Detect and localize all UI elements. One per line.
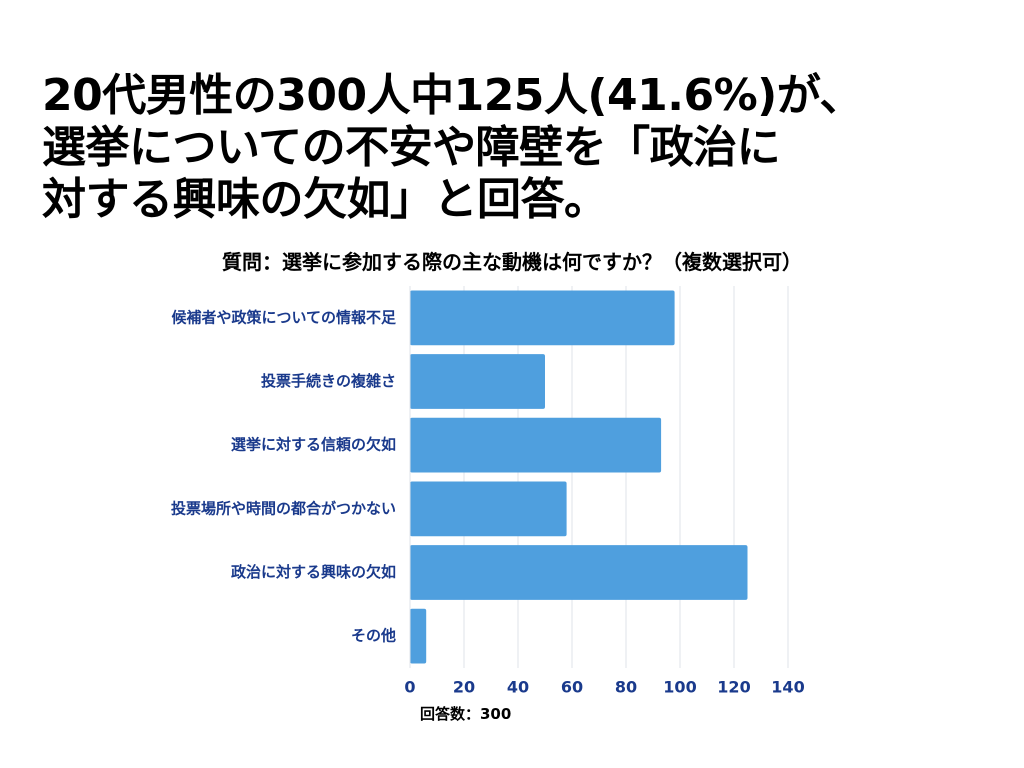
category-label-2: 選挙に対する信頼の欠如 [231, 436, 396, 454]
bar-3 [410, 481, 567, 537]
category-label-0: 候補者や政策についての情報不足 [171, 308, 397, 326]
x-tick-label-140: 140 [771, 678, 804, 697]
headline: 20代男性の300人中125人(41.6%)が、 選挙についての不安や障壁を「政… [42, 70, 1002, 226]
x-tick-label-20: 20 [453, 678, 475, 697]
category-label-1: 投票手続きの複雑さ [261, 372, 396, 390]
headline-line-1: 20代男性の300人中125人(41.6%)が、 [42, 70, 863, 121]
bar-0 [410, 290, 675, 346]
x-tick-label-60: 60 [561, 678, 583, 697]
category-label-3: 投票場所や時間の都合がつかない [171, 499, 396, 517]
x-tick-label-80: 80 [615, 678, 637, 697]
headline-line-2: 選挙についての不安や障壁を「政治に [42, 122, 781, 173]
category-label-4: 政治に対する興味の欠如 [231, 563, 396, 581]
bar-2 [410, 417, 662, 473]
bar-1 [410, 354, 545, 409]
bar-4 [410, 545, 748, 600]
x-tick-label-100: 100 [663, 678, 696, 697]
headline-line-3: 対する興味の欠如」と回答。 [42, 174, 608, 225]
chart-title: 質問：選挙に参加する際の主な動機は何ですか？（複数選択可） [222, 250, 802, 274]
x-tick-label-120: 120 [717, 678, 750, 697]
bar-5 [410, 608, 427, 664]
x-tick-label-40: 40 [507, 678, 529, 697]
category-label-5: その他 [351, 627, 396, 645]
x-tick-label-0: 0 [404, 678, 415, 697]
respondent-count: 回答数：300 [420, 705, 512, 723]
